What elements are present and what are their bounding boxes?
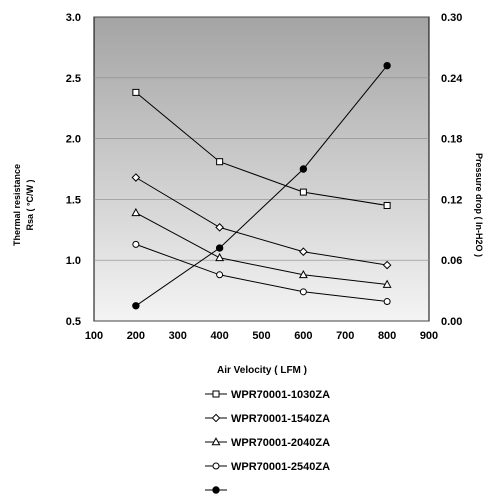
y-axis-right-title: Pressure drop ( In-H2O ) [474,153,484,257]
data-point [131,207,141,217]
x-tick-label: 900 [420,330,438,342]
y-left-tick-label: 0.5 [66,316,81,328]
y-left-tick-label: 1.5 [66,194,81,206]
y-left-tick-label: 1.0 [66,255,81,267]
y-right-tick-label: 0.24 [441,73,463,85]
data-point [215,244,224,252]
legend-label: WPR70001-2040ZA [231,437,330,449]
x-tick-label: 800 [378,330,396,342]
data-point [132,302,140,310]
data-point [299,288,307,296]
data-point [131,173,141,182]
y-left-tick-label: 2.5 [66,73,81,85]
legend-swatch-marker [211,437,221,446]
data-point [383,61,391,70]
legend-swatch-marker [211,413,221,423]
series-1 [132,88,391,209]
y-right-tick-label: 0.30 [441,12,462,24]
legend-swatch-marker [212,390,220,398]
series-2 [131,173,392,270]
y-right-tick-label: 0.18 [441,134,462,146]
legend: WPR70001-1030ZA WPR70001-1540ZA WPR70001-2… [205,389,330,494]
y-left-tick-label: 3.0 [66,12,81,24]
legend-label: WPR70001-1030ZA [231,389,330,401]
x-tick-label: 200 [127,330,145,342]
data-point [299,165,308,173]
plot-background [93,16,430,322]
x-tick-label: 600 [294,330,312,342]
x-tick-label: 700 [336,330,354,342]
y-axis-left-title-line1: Thermal resistance [12,164,22,246]
y-axis-left-title-line2: Rsa ( °C/W ) [25,179,35,230]
legend-item: WPR70001-1540ZA [205,413,330,425]
y-right-tick-label: 0.06 [441,255,462,267]
y-right-tick-label: 0.00 [441,316,462,328]
data-point [383,201,391,209]
x-tick-label: 400 [210,330,228,342]
legend-swatch-marker [212,462,220,470]
y-right-tick-label: 0.12 [441,194,462,206]
data-point [299,247,308,256]
series-5 [132,61,391,310]
data-point [132,240,140,248]
legend-item: WPR70001-2540ZA [205,461,330,473]
series-line [135,212,388,285]
series-line [135,177,388,266]
legend-item: WPR70001-2040ZA [205,437,330,449]
x-tick-label: 100 [85,330,103,342]
legend-label: WPR70001-1540ZA [231,413,330,425]
data-point [216,158,224,166]
series-4 [132,240,391,306]
data-point [383,298,391,306]
data-point [216,271,224,279]
legend-item [205,486,227,494]
x-tick-label: 500 [252,330,270,342]
series-3 [131,207,392,288]
legend-item: WPR70001-1030ZA [205,389,330,401]
data-point [215,252,225,262]
y-axis-left-title: Thermal resistance Rsa ( °C/W ) [12,164,35,246]
data-point [298,269,308,279]
data-point [299,188,307,196]
legend-swatch-marker [212,486,220,494]
data-point [215,223,224,232]
legend-label: WPR70001-2540ZA [231,461,330,473]
series-line [135,92,388,206]
x-axis-title: Air Velocity ( LFM ) [217,365,307,376]
gridlines [94,16,429,322]
data-point [382,260,392,270]
tick-labels: 100 200 300 400 500 600 700 800 900 0.5 1.0 1.5 2.0 2… [66,12,464,342]
series-line [135,65,388,307]
series-layer [131,61,392,310]
y-left-tick-label: 2.0 [66,134,81,146]
x-tick-label: 300 [169,330,187,342]
data-point [382,279,392,288]
data-point [132,88,140,96]
series-line [135,243,388,302]
